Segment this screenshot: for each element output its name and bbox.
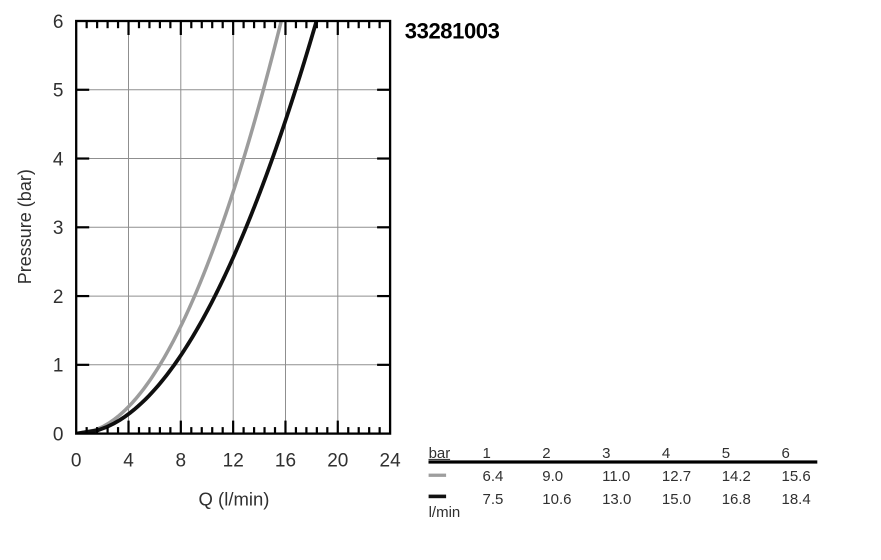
svg-text:3: 3	[602, 445, 610, 462]
svg-text:0: 0	[71, 450, 82, 471]
svg-text:8: 8	[176, 450, 187, 471]
svg-text:6.4: 6.4	[483, 468, 504, 485]
svg-text:33281003: 33281003	[405, 18, 500, 43]
svg-text:9.0: 9.0	[542, 468, 563, 485]
svg-text:4: 4	[662, 445, 670, 462]
svg-text:16.8: 16.8	[722, 491, 751, 508]
svg-text:12.7: 12.7	[662, 468, 691, 485]
svg-text:1: 1	[483, 445, 491, 462]
svg-text:18.4: 18.4	[782, 491, 811, 508]
svg-text:11.0: 11.0	[602, 468, 630, 485]
svg-text:1: 1	[53, 356, 64, 377]
svg-text:12: 12	[223, 450, 244, 471]
svg-text:20: 20	[327, 450, 348, 471]
svg-text:5: 5	[53, 81, 64, 102]
svg-text:l/min: l/min	[429, 504, 461, 521]
svg-text:2: 2	[542, 445, 550, 462]
svg-text:Pressure (bar): Pressure (bar)	[15, 169, 35, 284]
svg-text:10.6: 10.6	[542, 491, 571, 508]
svg-text:3: 3	[53, 218, 64, 239]
svg-text:2: 2	[53, 287, 64, 308]
svg-text:7.5: 7.5	[483, 491, 504, 508]
svg-text:24: 24	[380, 450, 402, 471]
svg-text:bar: bar	[429, 445, 451, 462]
svg-text:15.0: 15.0	[662, 491, 691, 508]
svg-text:6: 6	[53, 12, 64, 33]
svg-text:Q (l/min): Q (l/min)	[199, 489, 270, 510]
svg-text:0: 0	[53, 424, 64, 445]
svg-text:16: 16	[275, 450, 296, 471]
svg-text:6: 6	[782, 445, 790, 462]
svg-text:4: 4	[123, 450, 134, 471]
svg-text:4: 4	[53, 149, 64, 170]
svg-text:13.0: 13.0	[602, 491, 631, 508]
svg-text:14.2: 14.2	[722, 468, 751, 485]
svg-text:5: 5	[722, 445, 730, 462]
svg-text:15.6: 15.6	[782, 468, 811, 485]
